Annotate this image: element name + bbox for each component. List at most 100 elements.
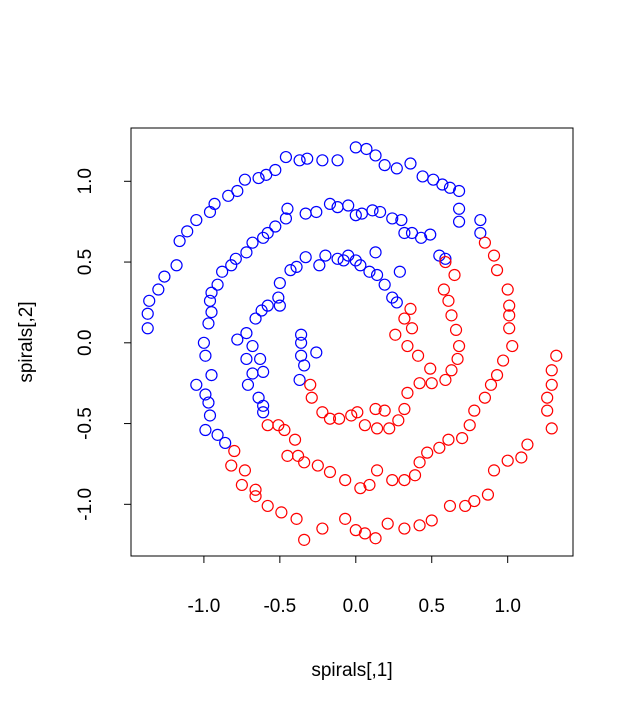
data-point-series-1: [281, 202, 294, 215]
data-point-series-2: [345, 409, 358, 422]
data-point-series-2: [413, 377, 426, 390]
data-point-series-2: [398, 402, 411, 416]
data-point-series-1: [354, 259, 367, 272]
data-point-series-1: [231, 184, 244, 198]
data-point-series-1: [240, 327, 253, 340]
data-point-series-2: [452, 339, 466, 353]
data-point-series-2: [459, 499, 472, 513]
data-point-series-1: [158, 270, 171, 283]
data-point-series-1: [199, 349, 212, 362]
data-point-series-1: [205, 369, 218, 382]
data-point-series-1: [342, 199, 355, 212]
data-point-series-2: [323, 412, 337, 425]
data-point-series-1: [240, 246, 253, 259]
data-point-series-2: [369, 532, 382, 545]
data-point-series-1: [293, 373, 306, 387]
data-point-series-2: [401, 386, 414, 399]
data-point-series-2: [349, 524, 362, 537]
data-point-series-2: [490, 264, 504, 277]
data-point-series-1: [273, 276, 286, 290]
data-point-series-1: [254, 352, 267, 366]
data-point-series-2: [421, 446, 434, 459]
data-point-series-2: [389, 328, 402, 341]
data-point-series-1: [310, 346, 323, 359]
data-point-series-1: [295, 328, 308, 341]
data-point-series-1: [170, 259, 183, 272]
data-point-series-1: [203, 294, 217, 307]
data-point-series-1: [240, 352, 253, 366]
data-point-series-2: [370, 422, 384, 435]
data-point-series-2: [425, 377, 438, 390]
data-point-series-1: [211, 428, 224, 441]
data-point-series-1: [199, 388, 212, 401]
data-point-series-2: [487, 249, 501, 262]
data-point-series-1: [398, 226, 411, 240]
data-point-series-1: [433, 249, 446, 262]
data-point-series-1: [205, 286, 218, 299]
x-tick-label: -0.5: [263, 596, 296, 617]
data-point-series-1: [238, 173, 252, 186]
data-point-series-1: [141, 307, 154, 320]
data-point-series-1: [257, 231, 270, 244]
data-point-series-2: [278, 423, 291, 437]
data-point-series-1: [241, 378, 255, 391]
y-axis-title: spirals[,2]: [16, 301, 37, 382]
data-point-series-2: [437, 283, 450, 296]
data-point-series-2: [515, 451, 528, 464]
data-point-series-1: [310, 205, 323, 219]
data-point-series-2: [288, 433, 302, 446]
x-tick-label: 0.0: [343, 596, 369, 617]
data-point-series-1: [203, 409, 217, 422]
data-point-series-1: [202, 317, 215, 330]
data-point-series-2: [442, 433, 455, 446]
data-point-series-1: [252, 391, 265, 404]
data-point-series-2: [298, 456, 311, 469]
x-axis: -1.0 -0.5 0.0 0.5 1.0: [188, 555, 521, 617]
data-point-series-1: [323, 197, 337, 211]
data-point-series-2: [490, 369, 504, 382]
data-point-series-1: [378, 159, 391, 172]
data-point-series-1: [331, 154, 344, 167]
data-point-series-1: [360, 142, 373, 156]
data-point-series-1: [337, 254, 350, 267]
data-point-series-1: [216, 265, 229, 278]
data-point-series-2: [503, 309, 516, 322]
data-point-series-2: [381, 517, 394, 530]
data-point-series-1: [272, 291, 285, 304]
data-point-series-1: [452, 184, 466, 198]
data-point-series-1: [390, 162, 403, 175]
data-point-series-1: [363, 265, 376, 278]
data-point-series-1: [436, 178, 449, 191]
data-point-series-2: [468, 404, 481, 417]
data-point-series-1: [369, 246, 382, 259]
y-axis: -1.0 -0.5 0.0 0.5 1.0: [75, 168, 132, 521]
x-tick-label: 1.0: [494, 596, 520, 617]
data-point-series-1: [349, 141, 362, 154]
data-point-series-2: [370, 464, 384, 477]
data-point-series-2: [401, 339, 414, 353]
data-point-series-1: [269, 163, 282, 177]
data-point-series-1: [290, 260, 303, 273]
data-point-series-2: [291, 449, 305, 462]
data-point-series-1: [152, 283, 165, 296]
data-point-series-2: [413, 456, 426, 469]
data-point-series-2: [408, 469, 422, 482]
data-point-series-2: [398, 312, 411, 325]
data-point-series-1: [299, 207, 312, 220]
y-tick-label: 1.0: [75, 168, 96, 194]
data-point-series-2: [497, 354, 510, 367]
data-point-series-1: [249, 312, 262, 325]
y-tick-label: 0.5: [75, 249, 96, 275]
data-point-series-1: [474, 226, 487, 240]
data-point-series-1: [452, 202, 466, 215]
data-point-series-2: [484, 378, 498, 391]
data-point-series-1: [404, 157, 417, 170]
data-point-series-1: [279, 150, 293, 164]
data-point-series-1: [190, 378, 203, 391]
data-point-series-1: [273, 299, 286, 312]
data-point-series-1: [190, 213, 203, 227]
data-point-series-2: [311, 459, 324, 472]
data-point-series-1: [474, 213, 487, 227]
data-point-series-2: [261, 499, 274, 513]
